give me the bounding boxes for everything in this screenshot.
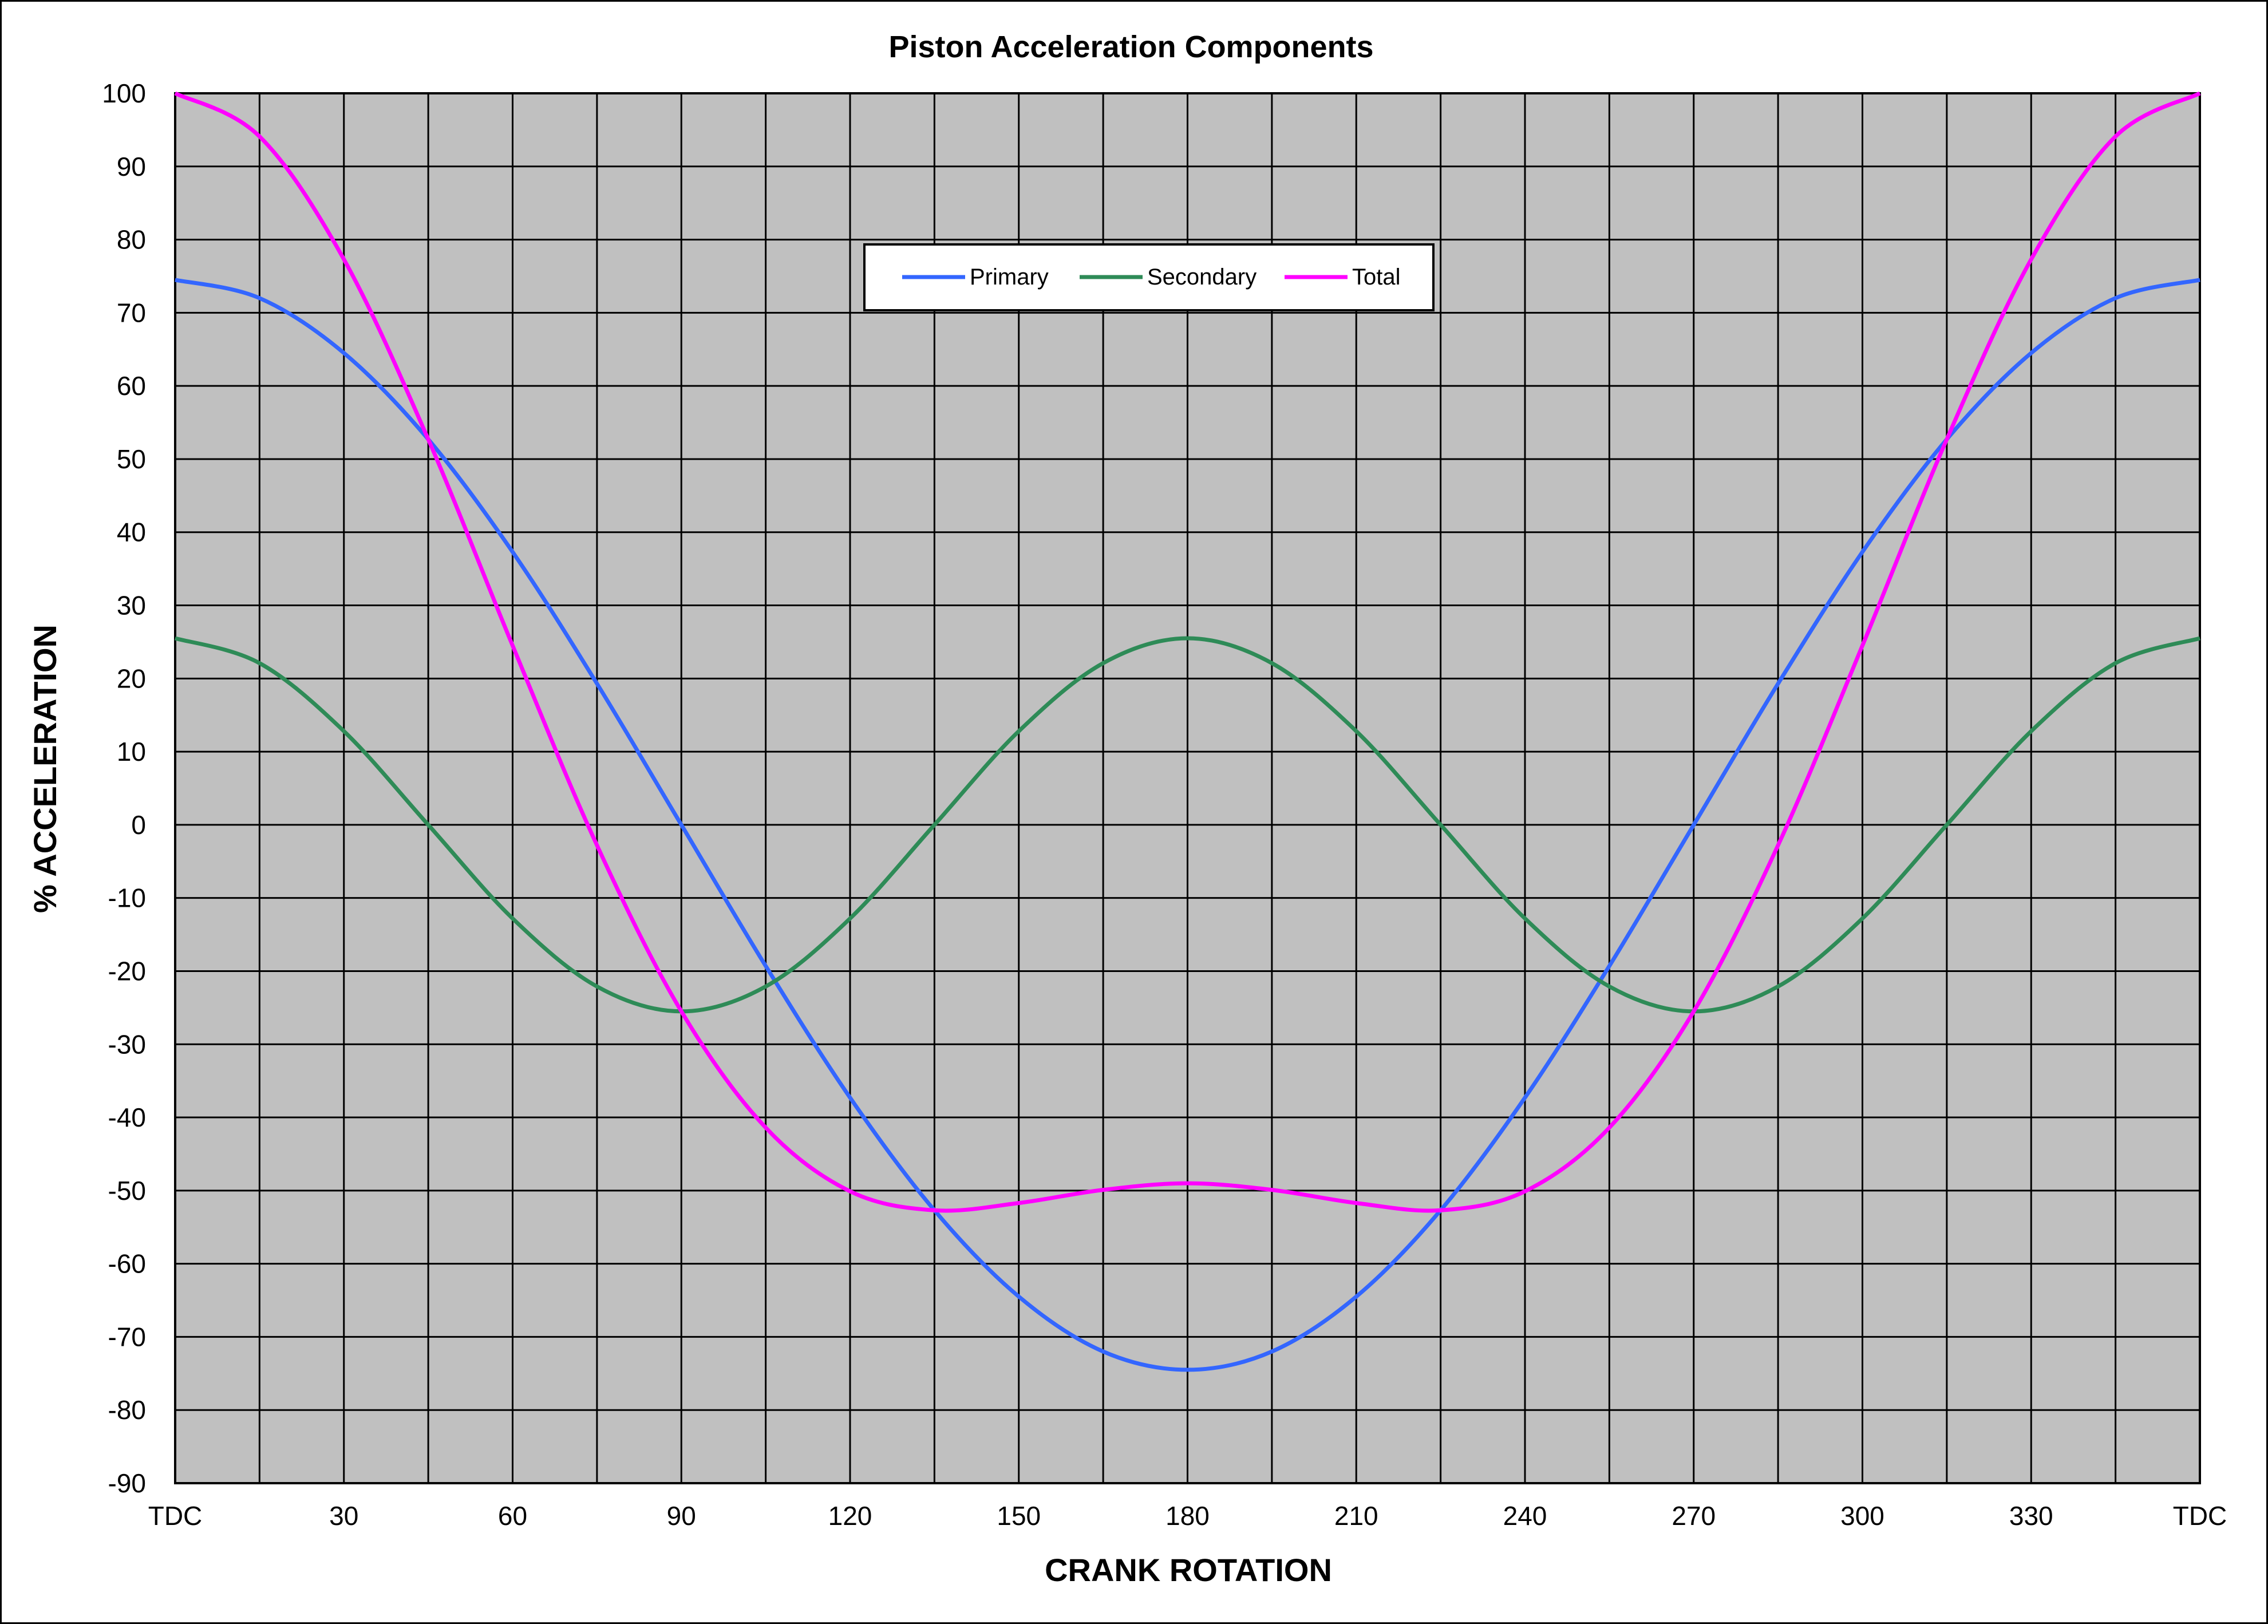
y-tick-label: 10 (117, 737, 146, 766)
series-line-total (174, 91, 2201, 1213)
y-tick-label: 40 (117, 517, 146, 547)
y-tick-label: -40 (108, 1103, 146, 1132)
x-tick-label: 90 (667, 1501, 696, 1531)
y-tick-label: -90 (108, 1468, 146, 1498)
y-tick-label: 50 (117, 444, 146, 474)
x-tick-label: TDC (2173, 1501, 2227, 1531)
legend-label-secondary: Secondary (1147, 264, 1257, 290)
x-tick-label: 60 (498, 1501, 527, 1531)
x-tick-label: 180 (1165, 1501, 1210, 1531)
chart-title: Piston Acceleration Components (888, 30, 1373, 64)
x-tick-label: 330 (2009, 1501, 2053, 1531)
y-tick-label: 100 (102, 78, 146, 108)
x-tick-label: 120 (828, 1501, 872, 1531)
x-tick-label: 30 (329, 1501, 358, 1531)
legend: Primary Secondary Total (863, 243, 1435, 311)
x-tick-label: 210 (1334, 1501, 1378, 1531)
x-tick-label: 240 (1503, 1501, 1547, 1531)
y-tick-label: -30 (108, 1029, 146, 1059)
y-tick-label: -60 (108, 1249, 146, 1279)
y-axis-title: % ACCELERATION (27, 625, 63, 913)
y-tick-label: 20 (117, 663, 146, 693)
y-tick-label: -10 (108, 883, 146, 913)
y-tick-label: -20 (108, 956, 146, 986)
y-tick-label: 80 (117, 225, 146, 255)
x-tick-label: 300 (1840, 1501, 1884, 1531)
x-tick-label: TDC (148, 1501, 203, 1531)
y-tick-label: 90 (117, 152, 146, 181)
series-line-secondary (175, 636, 2200, 1014)
x-tick-label: 270 (1672, 1501, 1716, 1531)
legend-label-primary: Primary (970, 264, 1049, 290)
series-lines (174, 91, 2201, 1372)
y-tick-label: -70 (108, 1322, 146, 1352)
x-tick-label: 150 (997, 1501, 1041, 1531)
y-tick-label: -50 (108, 1176, 146, 1206)
y-axis-ticks: 1009080706050403020100-10-20-30-40-50-60… (102, 78, 146, 1498)
series-line-primary (175, 278, 2200, 1372)
y-tick-label: 60 (117, 371, 146, 401)
x-axis-title: CRANK ROTATION (1045, 1552, 1332, 1588)
y-tick-label: 0 (131, 810, 146, 840)
legend-label-total: Total (1352, 264, 1401, 290)
y-tick-label: 70 (117, 298, 146, 327)
y-tick-label: 30 (117, 591, 146, 621)
x-axis-ticks: TDC 30 60 90 120 150 180 210 240 270 300 330 TDC (148, 1501, 2227, 1531)
y-tick-label: -80 (108, 1395, 146, 1425)
grid-lines (174, 92, 2201, 1484)
